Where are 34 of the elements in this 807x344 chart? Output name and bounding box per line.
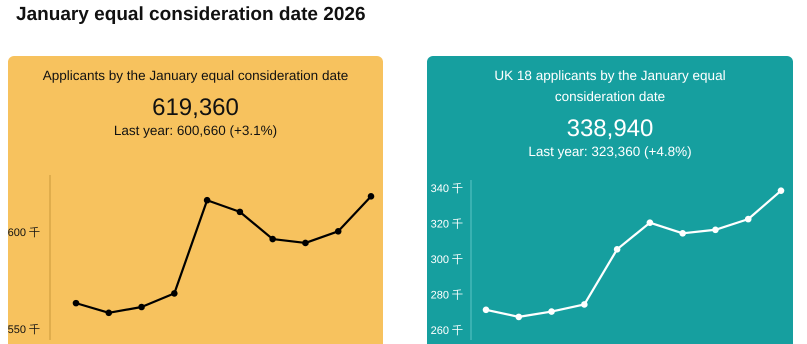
- y-tick-label: 300 千: [430, 252, 463, 266]
- point: [778, 187, 784, 194]
- point: [72, 300, 80, 306]
- point: [646, 219, 654, 226]
- point: [236, 208, 244, 216]
- text: 338,940: [566, 115, 654, 143]
- point: [204, 196, 210, 204]
- point: [482, 306, 490, 314]
- text: 619,360: [151, 94, 240, 122]
- point: [679, 230, 686, 237]
- point: [105, 310, 112, 316]
- point: [581, 301, 588, 308]
- point: [171, 290, 178, 297]
- chart-title: January equal consideration date 2026: [16, 4, 366, 26]
- y-tick-label: 280 千: [430, 288, 463, 302]
- point: [334, 228, 342, 235]
- y-tick-label: 340 千: [430, 182, 463, 195]
- chart-subtitle: UK 18 applicants by the January equal consideration date: [493, 67, 727, 106]
- chart-subtitle: Applicants by the January equal consideration date: [42, 67, 350, 85]
- point: [269, 236, 276, 242]
- text: Last year: 600,660 (+3.1%): [112, 122, 278, 140]
- text: Last year: 323,360 (+4.8%): [527, 143, 693, 160]
- point: [515, 314, 522, 320]
- point: [614, 246, 620, 253]
- point: [368, 193, 374, 200]
- point: [138, 304, 145, 310]
- point: [548, 308, 555, 315]
- y-tick-label: 550 千: [8, 323, 40, 336]
- point: [302, 240, 309, 246]
- point: [744, 216, 752, 222]
- y-tick-label: 600 千: [8, 226, 40, 240]
- y-tick-label: 320 千: [430, 217, 463, 230]
- point: [712, 226, 719, 234]
- y-tick-label: 260 千: [430, 324, 463, 338]
